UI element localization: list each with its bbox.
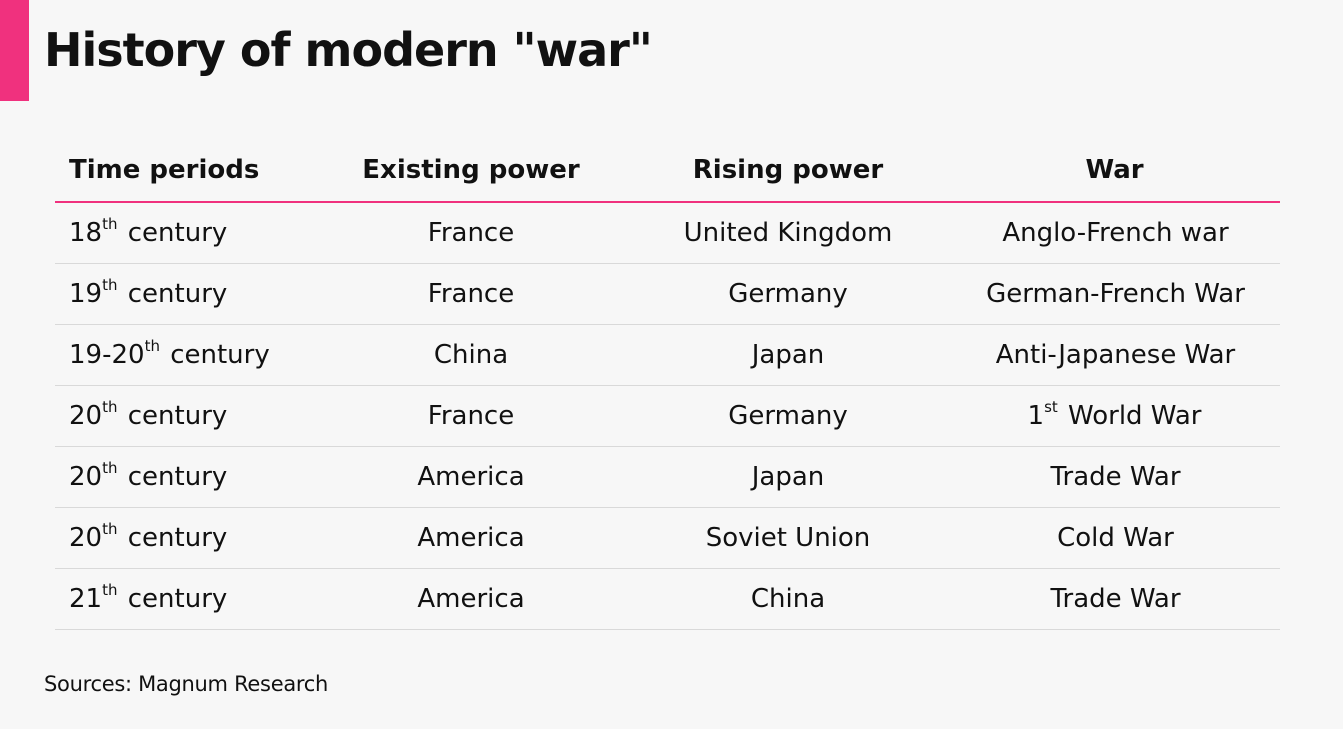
cell-time-period: 21th century: [55, 568, 315, 630]
table-container: Time periods Existing power Rising power…: [55, 140, 1280, 630]
history-table: Time periods Existing power Rising power…: [55, 140, 1280, 630]
cell-existing-power: France: [315, 385, 627, 447]
period-ordinal: th: [102, 520, 118, 539]
cell-time-period: 20th century: [55, 385, 315, 447]
cell-existing-power: China: [315, 324, 627, 386]
period-suffix: century: [127, 584, 228, 614]
table-row: 21th century America China Trade War: [55, 568, 1280, 630]
header-time-periods: Time periods: [55, 140, 315, 203]
cell-existing-power: America: [315, 568, 627, 630]
cell-rising-power: Japan: [627, 446, 949, 508]
cell-time-period: 20th century: [55, 507, 315, 569]
war-name: German-French War: [986, 279, 1245, 309]
period-suffix: century: [127, 523, 228, 553]
war-name: Anti-Japanese War: [995, 340, 1236, 370]
period-suffix: century: [127, 462, 228, 492]
period-number: 19-20: [69, 340, 145, 370]
war-ordinal: st: [1044, 398, 1058, 417]
page-title: History of modern "war": [44, 23, 653, 77]
period-number: 21: [69, 584, 103, 614]
war-name: Trade War: [1050, 584, 1181, 614]
cell-war: Trade War: [949, 446, 1280, 508]
war-name: Anglo-French war: [1002, 218, 1229, 248]
period-ordinal: th: [102, 398, 118, 417]
period-suffix: century: [127, 218, 228, 248]
period-ordinal: th: [102, 459, 118, 478]
period-number: 19: [69, 279, 103, 309]
cell-rising-power: Germany: [627, 263, 949, 325]
cell-war: Trade War: [949, 568, 1280, 630]
period-suffix: century: [127, 279, 228, 309]
table-row: 18th century France United Kingdom Anglo…: [55, 202, 1280, 264]
header-war: War: [949, 140, 1280, 203]
cell-war: 1st World War: [949, 385, 1280, 447]
cell-existing-power: France: [315, 202, 627, 264]
header-existing-power: Existing power: [315, 140, 627, 203]
cell-war: Anti-Japanese War: [949, 324, 1280, 386]
period-ordinal: th: [102, 215, 118, 234]
cell-existing-power: France: [315, 263, 627, 325]
table-row: 20th century France Germany 1st World Wa…: [55, 385, 1280, 447]
table-header-row: Time periods Existing power Rising power…: [55, 140, 1280, 203]
period-number: 20: [69, 462, 103, 492]
header-rising-power: Rising power: [627, 140, 949, 203]
period-number: 18: [69, 218, 103, 248]
war-name: Trade War: [1050, 462, 1181, 492]
period-suffix: century: [127, 401, 228, 431]
cell-rising-power: Soviet Union: [627, 507, 949, 569]
period-ordinal: th: [144, 337, 160, 356]
cell-existing-power: America: [315, 507, 627, 569]
cell-time-period: 20th century: [55, 446, 315, 508]
table-row: 19th century France Germany German-Frenc…: [55, 263, 1280, 325]
title-accent-bar: [0, 0, 29, 101]
cell-rising-power: Japan: [627, 324, 949, 386]
cell-rising-power: Germany: [627, 385, 949, 447]
cell-existing-power: America: [315, 446, 627, 508]
period-suffix: century: [170, 340, 270, 370]
war-name: Cold War: [1057, 523, 1174, 553]
cell-war: Anglo-French war: [949, 202, 1280, 264]
table-row: 19-20th century China Japan Anti-Japanes…: [55, 324, 1280, 386]
period-number: 20: [69, 401, 103, 431]
table-row: 20th century America Japan Trade War: [55, 446, 1280, 508]
cell-time-period: 19-20th century: [55, 324, 315, 386]
period-number: 20: [69, 523, 103, 553]
cell-rising-power: United Kingdom: [627, 202, 949, 264]
war-number: 1: [1027, 401, 1045, 431]
period-ordinal: th: [102, 276, 118, 295]
cell-time-period: 18th century: [55, 202, 315, 264]
cell-time-period: 19th century: [55, 263, 315, 325]
war-name: World War: [1068, 401, 1202, 431]
source-note: Sources: Magnum Research: [44, 672, 329, 696]
period-ordinal: th: [102, 581, 118, 600]
cell-war: Cold War: [949, 507, 1280, 569]
table-body: 18th century France United Kingdom Anglo…: [55, 202, 1280, 630]
cell-rising-power: China: [627, 568, 949, 630]
table-row: 20th century America Soviet Union Cold W…: [55, 507, 1280, 569]
cell-war: German-French War: [949, 263, 1280, 325]
